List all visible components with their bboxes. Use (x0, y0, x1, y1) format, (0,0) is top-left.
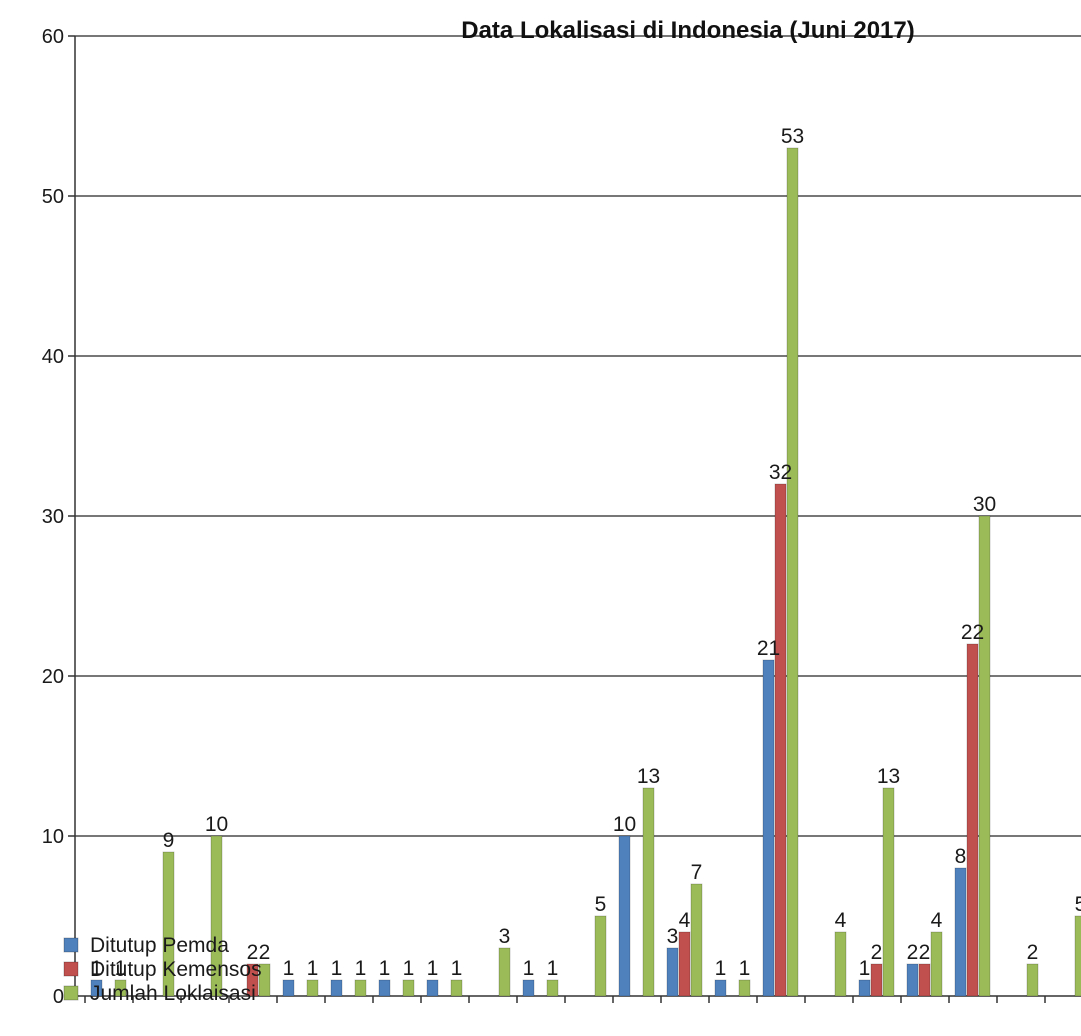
bar (786, 147, 799, 997)
bar (378, 979, 391, 997)
data-label: 30 (973, 493, 996, 516)
data-label: 10 (613, 813, 636, 836)
data-label: 7 (691, 861, 703, 884)
data-label: 21 (757, 637, 780, 660)
bar (738, 979, 751, 997)
data-label: 1 (547, 957, 559, 980)
legend-label: Ditutup Pemda (90, 934, 229, 957)
data-label: 3 (499, 925, 511, 948)
y-tick-label: 20 (42, 666, 64, 688)
bar (330, 979, 343, 997)
bar (978, 515, 991, 997)
data-label: 1 (859, 957, 871, 980)
bar (834, 931, 847, 997)
data-label: 2 (259, 941, 271, 964)
data-label: 3 (667, 925, 679, 948)
legend-swatch (63, 985, 79, 1001)
legend-swatch (63, 961, 79, 977)
y-tick-label: 30 (42, 506, 64, 528)
data-label: 1 (715, 957, 727, 980)
data-label: 8 (955, 845, 967, 868)
y-tick-label: 0 (53, 986, 64, 1008)
bar (594, 915, 607, 997)
data-label: 4 (835, 909, 847, 932)
bar (762, 659, 775, 997)
bar (906, 963, 919, 997)
bar (714, 979, 727, 997)
data-label: 1 (523, 957, 535, 980)
data-label: 1 (283, 957, 295, 980)
bar (402, 979, 415, 997)
data-label: 13 (877, 765, 900, 788)
data-label: 2 (247, 941, 259, 964)
bar (246, 963, 259, 997)
bar (306, 979, 319, 997)
bar (450, 979, 463, 997)
bar (1074, 915, 1081, 997)
bar (690, 883, 703, 997)
data-label: 2 (907, 941, 919, 964)
bar (666, 947, 679, 997)
data-label: 1 (451, 957, 463, 980)
data-label: 53 (781, 125, 804, 148)
data-label: 1 (115, 957, 127, 980)
data-label: 1 (307, 957, 319, 980)
data-label: 9 (163, 829, 175, 852)
data-label: 13 (637, 765, 660, 788)
bar (114, 979, 127, 997)
data-label: 1 (379, 957, 391, 980)
bar (258, 963, 271, 997)
data-label: 1 (739, 957, 751, 980)
data-label: 1 (331, 957, 343, 980)
bar (354, 979, 367, 997)
data-label: 1 (427, 957, 439, 980)
data-label: 2 (919, 941, 931, 964)
data-label: 32 (769, 461, 792, 484)
data-label: 4 (931, 909, 943, 932)
bar (858, 979, 871, 997)
bar (498, 947, 511, 997)
bar (522, 979, 535, 997)
legend-label: Ditutup Kemensos (90, 958, 262, 981)
legend-swatch (63, 937, 79, 953)
bar (618, 835, 631, 997)
bar (426, 979, 439, 997)
bar (642, 787, 655, 997)
bar (1026, 963, 1039, 997)
y-tick-label: 60 (42, 26, 64, 48)
bar (774, 483, 787, 997)
bar (966, 643, 979, 997)
data-label: 1 (355, 957, 367, 980)
chart-title: Data Lokalisasi di Indonesia (Juni 2017) (461, 17, 914, 44)
y-tick-label: 50 (42, 186, 64, 208)
data-label: 5 (1075, 893, 1081, 916)
bar (162, 851, 175, 997)
bar (282, 979, 295, 997)
data-label: 2 (871, 941, 883, 964)
data-label: 22 (961, 621, 984, 644)
bar (930, 931, 943, 997)
legend-label: Jumlah Loklaisasi (90, 982, 256, 1005)
y-tick-label: 40 (42, 346, 64, 368)
bar (678, 931, 691, 997)
y-tick-label: 10 (42, 826, 64, 848)
bar (210, 835, 223, 997)
bar (954, 867, 967, 997)
bar (546, 979, 559, 997)
data-label: 10 (205, 813, 228, 836)
bar (918, 963, 931, 997)
bar (870, 963, 883, 997)
data-label: 4 (679, 909, 691, 932)
data-label: 1 (91, 957, 103, 980)
bar (882, 787, 895, 997)
bar (90, 979, 103, 997)
data-label: 5 (595, 893, 607, 916)
data-label: 1 (403, 957, 415, 980)
data-label: 2 (1027, 941, 1039, 964)
